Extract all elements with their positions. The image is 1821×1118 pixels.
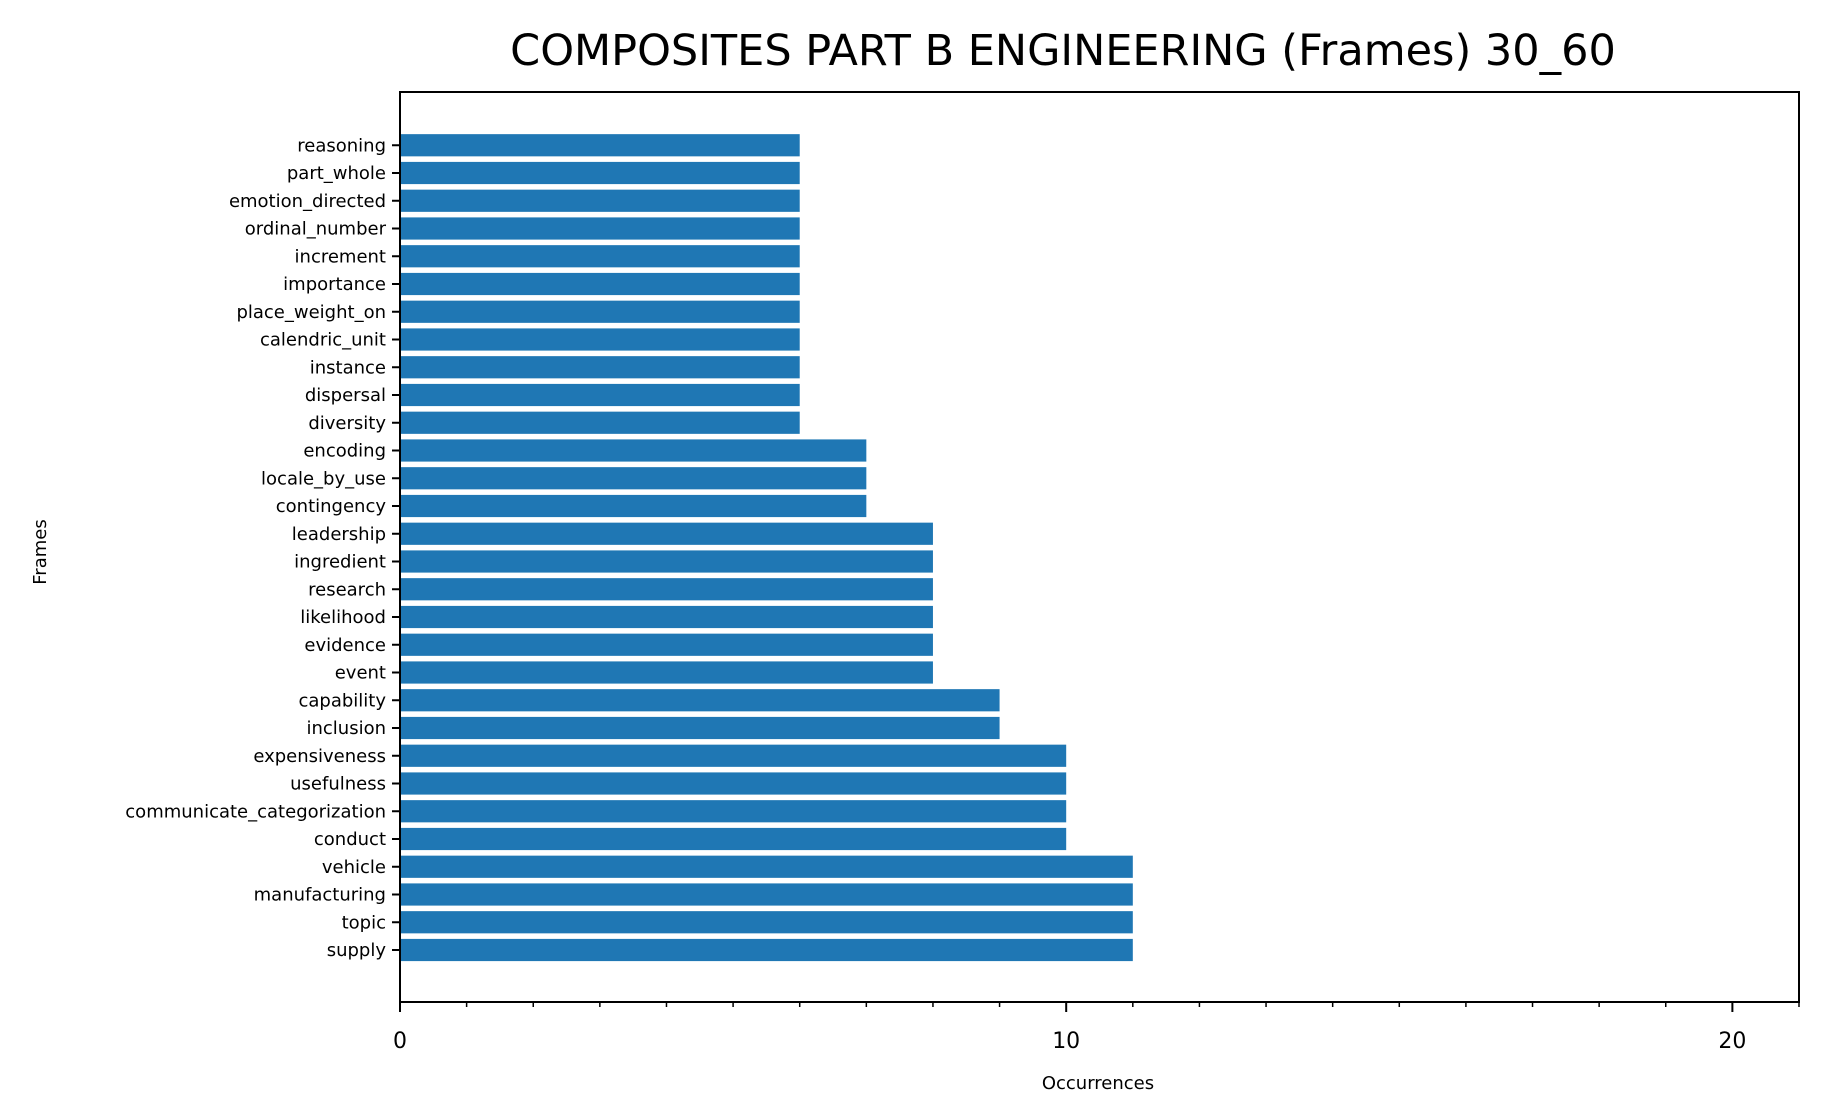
bar-leadership [400,522,933,545]
bar-emotion_directed [400,189,800,212]
y-tick-label: likelihood [300,607,386,628]
y-tick-label: place_weight_on [236,302,386,323]
bar-likelihood [400,605,933,629]
y-tick-label: usefulness [290,774,386,795]
x-tick-label: 0 [393,1029,407,1054]
bar-importance [400,272,800,296]
bar-research [400,578,933,601]
y-tick-label: instance [310,357,386,378]
y-axis-label: Frames [30,519,51,584]
bar-communicate_categorization [400,800,1067,823]
chart-title: COMPOSITES PART B ENGINEERING (Frames) 3… [510,26,1616,76]
bar-capability [400,689,1000,712]
y-tick-label: manufacturing [254,885,386,906]
y-tick-label: locale_by_use [261,468,386,489]
y-tick-label: reasoning [297,135,386,156]
x-axis-label: Occurrences [1042,1073,1154,1094]
y-tick-label: vehicle [322,857,386,878]
bars-group [400,134,1133,962]
bar-dispersal [400,383,800,407]
plot-area-frame [399,91,1800,1003]
y-tick-label: conduct [314,829,386,850]
bar-inclusion [400,716,1000,740]
bar-increment [400,245,800,268]
y-tick-label: event [335,663,386,684]
bar-manufacturing [400,883,1133,906]
y-tick-label: calendric_unit [260,330,386,351]
y-tick-label: topic [342,912,386,933]
x-axis-ticks: 0 10 20 [393,1002,1800,1054]
y-axis-ticks: supply topic manufacturing vehicle conduct co… [125,135,400,961]
y-tick-label: increment [295,246,386,267]
y-tick-label: emotion_directed [229,191,386,212]
y-tick-label: importance [283,274,386,295]
y-tick-label: dispersal [305,385,386,406]
y-tick-label: ingredient [294,552,386,573]
bar-contingency [400,494,867,518]
bar-reasoning [400,134,800,157]
bar-evidence [400,633,933,656]
y-tick-label: research [308,579,386,600]
bar-locale_by_use [400,467,867,490]
bar-usefulness [400,772,1067,795]
y-tick-label: supply [327,940,387,961]
bar-place_weight_on [400,300,800,323]
y-tick-label: contingency [276,496,387,517]
bar-topic [400,911,1133,934]
x-tick-label: 20 [1718,1029,1746,1054]
bar-calendric_unit [400,328,800,351]
x-tick-label: 10 [1052,1029,1080,1054]
bar-part_whole [400,161,800,185]
y-tick-label: communicate_categorization [125,801,386,822]
bar-supply [400,938,1133,962]
bar-vehicle [400,855,1133,878]
y-tick-label: evidence [304,635,386,656]
bar-ingredient [400,550,933,573]
y-tick-label: ordinal_number [245,219,387,240]
y-tick-label: expensiveness [253,746,386,767]
y-tick-label: encoding [303,441,386,462]
bar-encoding [400,439,867,462]
bar-instance [400,356,800,379]
bar-event [400,661,933,684]
y-tick-label: capability [298,690,386,711]
bar-conduct [400,827,1067,851]
bar-diversity [400,411,800,434]
y-tick-label: inclusion [306,718,386,739]
bar-ordinal_number [400,217,800,240]
bar-expensiveness [400,744,1067,767]
y-tick-label: part_whole [287,163,386,184]
y-tick-label: leadership [292,524,386,545]
y-tick-label: diversity [308,413,386,434]
